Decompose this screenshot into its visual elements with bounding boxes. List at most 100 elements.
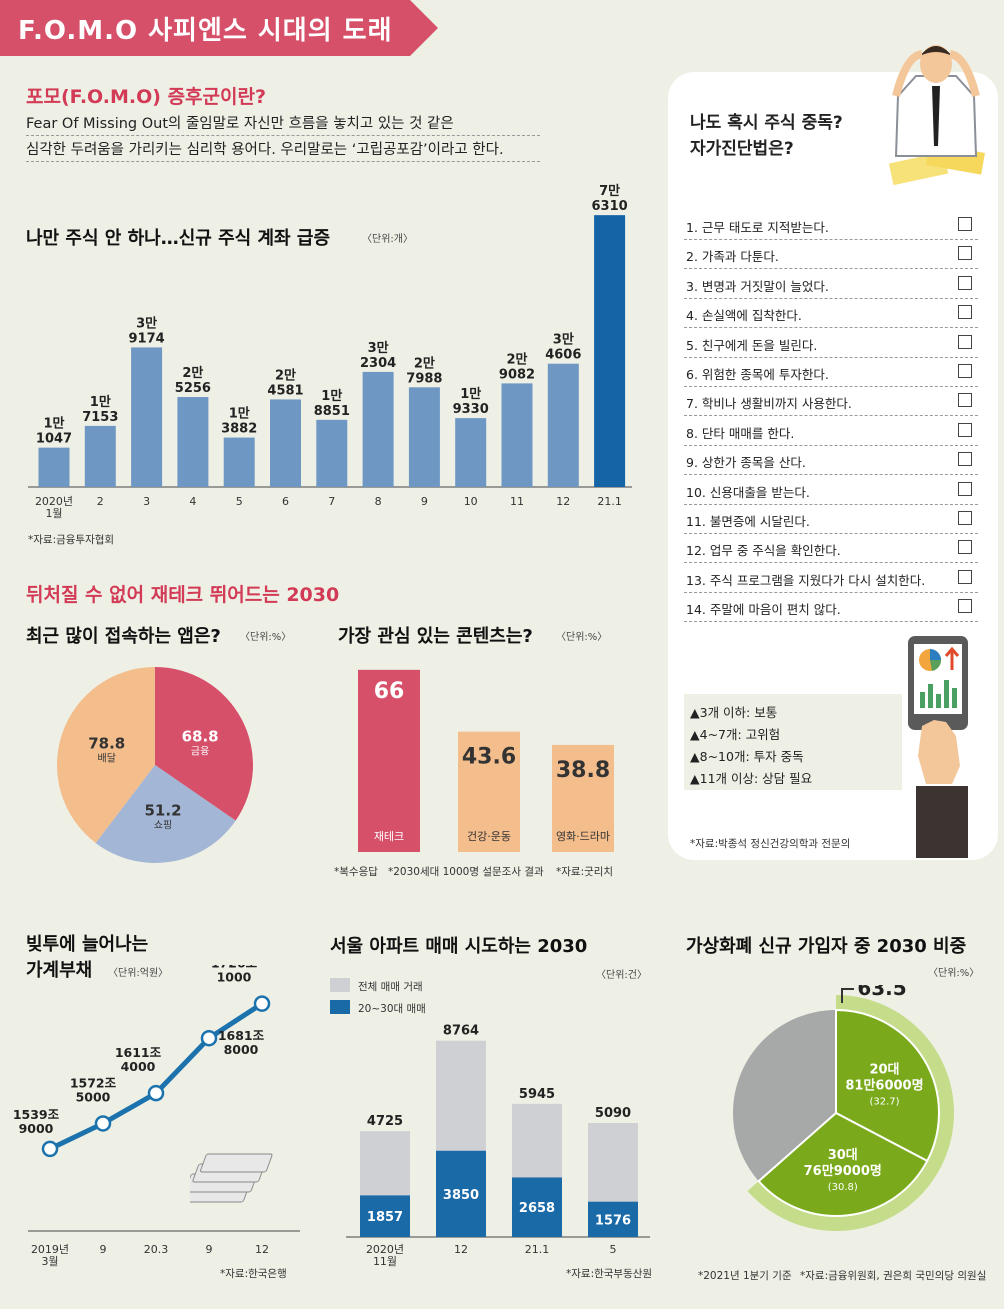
- apt-x-tick-label: 21.1: [525, 1243, 550, 1256]
- crypto-callout-line: [841, 988, 854, 1003]
- debt-point: [253, 995, 271, 1012]
- hand-icon: [912, 716, 964, 786]
- accounts-bar-value-label: 7만 6310: [592, 183, 628, 214]
- apt-source: *자료:한국부동산원: [566, 1268, 653, 1280]
- accounts-source: *자료:금융투자협회: [28, 534, 115, 546]
- accounts-chart-title: 나만 주식 안 하나…신규 주식 계좌 급증: [26, 228, 330, 249]
- checklist-item: 2. 가족과 다툰다.: [684, 240, 978, 270]
- checklist-checkbox[interactable]: [958, 422, 972, 437]
- section2-title: 뒤처질 수 없어 재테크 뛰어드는 2030: [26, 584, 340, 606]
- checklist-checkbox[interactable]: [958, 334, 972, 349]
- apps-pie-name-label: 쇼핑: [154, 819, 172, 831]
- checklist-checkbox[interactable]: [958, 569, 972, 584]
- apps-chart-unit: 〈단위:%〉: [240, 632, 292, 643]
- accounts-x-tick-label: 12: [556, 495, 570, 508]
- contents-bar: [552, 744, 614, 852]
- apps-chart-title: 최근 많이 접속하는 앱은?: [26, 626, 221, 647]
- checklist-checkbox[interactable]: [958, 217, 972, 231]
- crypto-pie-slice: [835, 1008, 940, 1163]
- accounts-x-tick-label: 10: [464, 495, 478, 508]
- legend-young-label: 20~30대 매매: [358, 1003, 426, 1015]
- checklist-source: *자료:박종석 정신건강의학과 전문의: [690, 838, 851, 850]
- checklist-item-label: 2. 가족과 다툰다.: [686, 249, 779, 265]
- checklist-title-line2: 자가진단법은?: [690, 139, 794, 159]
- result-guide-item: ▲3개 이하: 보통: [690, 705, 778, 720]
- checklist-checkbox[interactable]: [958, 305, 972, 320]
- accounts-x-tick-label: 5: [236, 495, 243, 508]
- debt-x-tick-label: 20.3: [144, 1243, 169, 1256]
- result-guide-item: ▲4~7개: 고위험: [690, 727, 781, 742]
- crypto-note-basis: *2021년 1분기 기준: [698, 1270, 792, 1282]
- accounts-bar-value-label: 3만 2304: [360, 340, 396, 371]
- checklist-item-label: 12. 업무 중 주식을 확인한다.: [686, 543, 841, 559]
- legend-total-swatch: [330, 978, 350, 992]
- accounts-bar: [362, 371, 394, 487]
- checklist-item-label: 10. 신용대출을 받는다.: [686, 484, 810, 500]
- contents-bar-value-label: 38.8: [556, 758, 610, 783]
- apps-pie-slice: [57, 667, 155, 843]
- accounts-bar: [547, 363, 579, 487]
- smartphone-icon: [908, 636, 968, 730]
- checklist-checkbox[interactable]: [958, 246, 972, 261]
- checklist-item-label: 4. 손실액에 집착한다.: [686, 308, 802, 324]
- checklist-item: 6. 위험한 종목에 투자한다.: [684, 358, 978, 387]
- debt-chart-unit: 〈단위:억원〉: [108, 968, 169, 979]
- debt-value-label: 1539조 9000: [13, 1107, 60, 1136]
- checklist-item-label: 7. 학비나 생활비까지 사용한다.: [686, 396, 852, 412]
- apt-total-value-label: 4725: [367, 1114, 403, 1129]
- apt-bar-young: [512, 1177, 562, 1237]
- apps-pie-name-label: 금융: [191, 745, 209, 757]
- apt-bar-young: [360, 1195, 410, 1237]
- checklist-checkbox[interactable]: [958, 275, 972, 290]
- checklist-item: 5. 친구에게 돈을 빌린다.: [684, 329, 978, 358]
- accounts-bar-value-label: 1만 9330: [453, 386, 489, 417]
- checklist-checkbox[interactable]: [958, 393, 972, 408]
- apt-chart-unit: 〈단위:건〉: [596, 970, 647, 981]
- accounts-bar-value-label: 2만 9082: [499, 351, 535, 382]
- fomo-description-line2: 심각한 두려움을 가리키는 심리학 용어다. 우리말로는 ‘고립공포감’이라고 …: [26, 138, 540, 162]
- money-stack-icon: [177, 1150, 280, 1210]
- crypto-slice-share-label: (32.7): [869, 1097, 899, 1108]
- checklist-item: 14. 주말에 마음이 편치 않다.: [684, 593, 978, 623]
- accounts-bar: [38, 447, 70, 487]
- accounts-bar: [501, 383, 533, 487]
- debt-value-label: 1572조 5000: [70, 1075, 117, 1104]
- accounts-bar-value-label: 1만 7153: [82, 394, 118, 425]
- result-guide-item: ▲11개 이상: 상담 필요: [690, 771, 813, 786]
- accounts-x-tick-label: 11: [510, 495, 524, 508]
- contents-bar-chart: 66 재테크 43.6 건강·운동 38.8 영화·드라마: [358, 669, 614, 852]
- checklist-checkbox[interactable]: [958, 511, 972, 525]
- crypto-slice-share-label: (30.8): [828, 1182, 858, 1193]
- checklist-checkbox[interactable]: [958, 540, 972, 555]
- checklist-checkbox[interactable]: [958, 481, 972, 496]
- contents-bar: [458, 731, 520, 852]
- apps-pie-value-label: 51.2: [145, 801, 182, 819]
- checklist-item: 8. 단타 매매를 한다.: [684, 417, 978, 446]
- debt-point: [147, 1084, 165, 1102]
- debt-line-chart: 1539조 9000 2019년 3월 1572조 5000 9 1611조 4000 20.3 1…: [13, 965, 300, 1268]
- apt-total-value-label: 5090: [595, 1106, 631, 1121]
- accounts-bar: [408, 387, 440, 487]
- debt-x-tick-label: 9: [206, 1243, 213, 1256]
- checklist-item-label: 11. 불면증에 시달린다.: [686, 514, 810, 529]
- accounts-bar-chart: 1만 1047 2020년 1월 1만 7153 2 3만 9174 3 2만 5256 4 1만 3882…: [28, 183, 632, 520]
- apt-total-value-label: 8764: [443, 1024, 479, 1039]
- crypto-combined-share-label: 63.5: [857, 985, 906, 1000]
- checklist-checkbox[interactable]: [958, 452, 972, 467]
- debt-chart-title-line2: 가계부채: [26, 960, 93, 981]
- contents-bar-value-label: 66: [374, 679, 405, 704]
- accounts-bar-value-label: 1만 1047: [36, 416, 72, 447]
- apt-x-tick-label: 5: [610, 1243, 617, 1256]
- accounts-bar: [455, 418, 487, 487]
- checklist-checkbox[interactable]: [958, 599, 972, 614]
- stressed-man-illustration: [876, 36, 996, 186]
- legend-young-swatch: [330, 1000, 350, 1014]
- page-title: F.O.M.O 사피엔스 시대의 도래: [18, 16, 393, 46]
- crypto-chart-unit: 〈단위:%〉: [928, 968, 980, 979]
- accounts-bar: [177, 397, 209, 487]
- checklist-checkbox[interactable]: [958, 364, 972, 378]
- apt-young-value-label: 2658: [519, 1201, 555, 1216]
- checklist-item: 1. 근무 태도로 지적받는다.: [684, 211, 978, 240]
- checklist-item: 13. 주식 프로그램을 지웠다가 다시 설치한다.: [684, 564, 978, 593]
